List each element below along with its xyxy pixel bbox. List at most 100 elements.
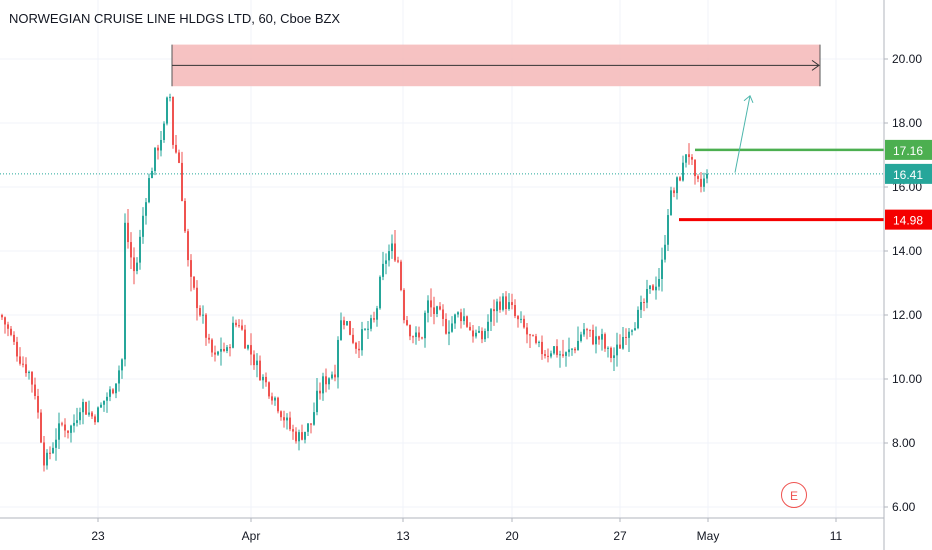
chart-grid — [0, 0, 884, 518]
candle-body — [448, 331, 450, 334]
candle — [142, 207, 144, 244]
candle-body — [172, 96, 174, 145]
candle — [652, 284, 654, 291]
candle-body — [592, 329, 594, 345]
candle-body — [556, 346, 558, 355]
candle-body — [88, 412, 90, 415]
candle-body — [283, 417, 285, 421]
candle — [367, 321, 369, 340]
candle — [172, 96, 174, 149]
candle-body — [196, 287, 198, 309]
candle-body — [262, 376, 264, 381]
candle-body — [526, 327, 528, 335]
candle-body — [229, 347, 231, 349]
candle-body — [703, 178, 705, 187]
earnings-marker[interactable]: E — [781, 482, 807, 508]
candle — [469, 322, 471, 331]
candle — [16, 336, 18, 362]
candle-body — [328, 378, 330, 385]
candle-body — [523, 318, 525, 328]
candle-body — [406, 320, 408, 326]
candle — [421, 336, 423, 340]
candle — [412, 335, 414, 344]
candle-body — [247, 345, 249, 349]
candle-body — [25, 364, 27, 374]
candle-body — [559, 354, 561, 356]
candle — [661, 247, 663, 292]
candle-body — [505, 296, 507, 310]
candle-body — [481, 330, 483, 340]
candle-body — [520, 318, 522, 320]
candle-body — [235, 322, 237, 326]
candle-body — [22, 363, 24, 365]
candle-body — [127, 222, 129, 243]
candle — [259, 355, 261, 381]
candle — [322, 372, 324, 401]
candle-body — [574, 348, 576, 351]
candle — [550, 350, 552, 359]
candle — [307, 423, 309, 437]
candle-body — [340, 320, 342, 340]
candle — [415, 326, 417, 345]
candle — [28, 370, 30, 380]
candle-body — [547, 355, 549, 357]
candle — [637, 306, 639, 330]
candle-body — [355, 342, 357, 349]
candle-body — [292, 429, 294, 432]
candle-body — [37, 395, 39, 413]
candle — [193, 275, 195, 290]
candle-body — [391, 243, 393, 252]
candle-body — [577, 340, 579, 351]
y-tick-label: 10.00 — [892, 372, 922, 386]
candle-body — [358, 348, 360, 351]
candle — [208, 333, 210, 344]
candle-body — [226, 347, 228, 352]
candle — [568, 337, 570, 357]
candle — [250, 333, 252, 366]
candle — [292, 424, 294, 440]
candle — [667, 208, 669, 251]
candle — [349, 320, 351, 336]
candle — [319, 382, 321, 400]
candle-body — [667, 215, 669, 245]
candle — [112, 388, 114, 395]
candle — [691, 154, 693, 165]
candle — [139, 229, 141, 270]
candle — [271, 392, 273, 405]
candle-body — [238, 325, 240, 327]
candle-body — [418, 332, 420, 338]
candle — [355, 341, 357, 354]
candle — [460, 308, 462, 329]
candle — [703, 172, 705, 192]
candle — [679, 176, 681, 182]
candle-body — [286, 417, 288, 421]
candle — [256, 353, 258, 378]
candle-body — [490, 309, 492, 322]
candle — [217, 350, 219, 356]
candle-body — [94, 416, 96, 423]
candle — [148, 173, 150, 204]
candle-body — [130, 242, 132, 258]
candle — [175, 135, 177, 154]
candle-body — [427, 300, 429, 313]
candle — [343, 316, 345, 330]
candle-body — [118, 370, 120, 384]
y-tick-label: 20.00 — [892, 52, 922, 66]
candle-body — [271, 396, 273, 401]
x-tick-label: 11 — [830, 529, 843, 543]
candle — [67, 430, 69, 439]
candle-body — [616, 344, 618, 356]
candle — [439, 302, 441, 311]
candle-body — [211, 339, 213, 353]
candle — [169, 93, 171, 102]
level-label-14-98: 14.98 — [885, 209, 932, 230]
candle — [10, 325, 12, 337]
candle — [475, 329, 477, 339]
candle-body — [409, 325, 411, 337]
candle-body — [388, 251, 390, 261]
candle — [1, 313, 3, 320]
candle-body — [352, 334, 354, 343]
candle-body — [637, 309, 639, 329]
